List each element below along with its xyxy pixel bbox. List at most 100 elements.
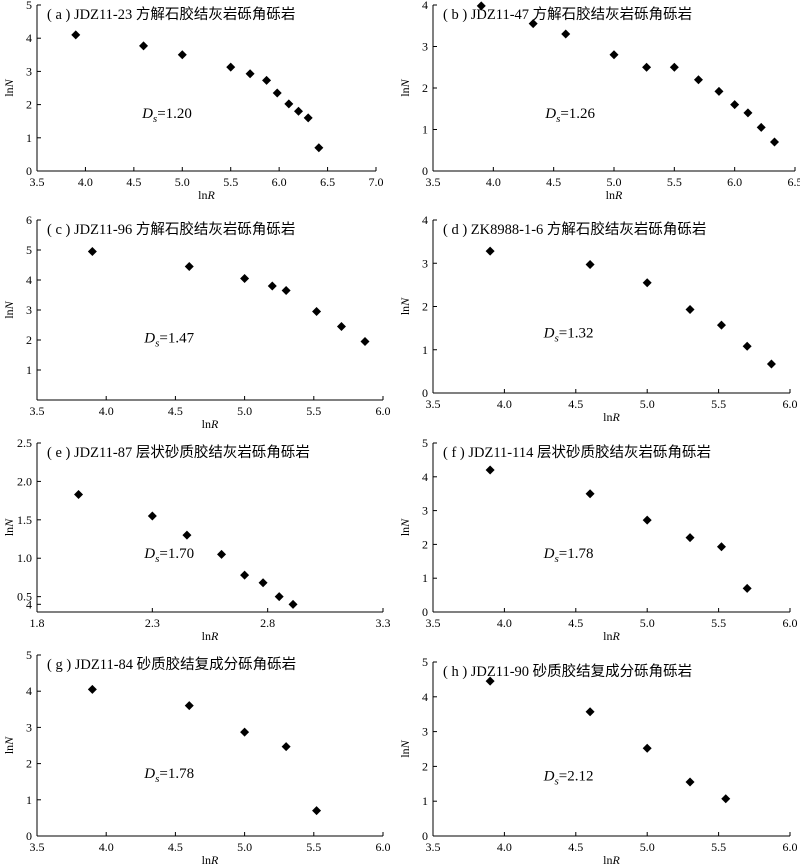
- x-tick-label: 4.0: [497, 840, 512, 854]
- y-tick-label: 4: [422, 470, 428, 484]
- ds-annotation: Ds=2.12: [543, 768, 594, 787]
- x-tick-label: 4.5: [126, 175, 141, 189]
- x-tick-label: 5.0: [640, 397, 655, 411]
- y-axis-title: lnN: [398, 739, 412, 757]
- y-tick-label: 0: [422, 386, 428, 400]
- data-point: [766, 359, 776, 369]
- x-axis-title: lnR: [603, 410, 620, 424]
- y-tick-label: 6: [26, 213, 32, 227]
- ds-annotation: Ds=1.78: [143, 766, 194, 785]
- x-tick-label: 4.0: [486, 175, 501, 189]
- data-point: [240, 570, 250, 580]
- data-point: [476, 1, 486, 11]
- data-point: [585, 260, 595, 270]
- panel-a: 3.5 4.0 4.5 5.0 5.5 6.0 6.5 7.0 0 1 2 3 4 5 lnR lnN ( a …: [2, 0, 384, 202]
- y-tick-label: 2: [422, 759, 428, 773]
- data-point: [139, 41, 149, 51]
- y-tick-label: 1: [422, 123, 428, 137]
- x-tick-label: 3.5: [30, 840, 45, 854]
- y-tick-label: 5: [26, 0, 32, 12]
- data-point: [184, 701, 194, 711]
- y-tick-label: 1: [26, 363, 32, 377]
- x-tick-label: 4.0: [497, 397, 512, 411]
- data-point: [281, 742, 291, 752]
- ds-annotation: Ds=1.70: [143, 546, 194, 565]
- x-tick-label: 5.0: [640, 616, 655, 630]
- data-point: [262, 75, 272, 85]
- data-point: [312, 806, 322, 816]
- y-tick-label: 2: [26, 757, 32, 771]
- data-point: [217, 549, 227, 559]
- data-point: [685, 533, 695, 543]
- x-tick-label: 2.3: [145, 616, 160, 630]
- y-tick-label: 3: [26, 303, 32, 317]
- panel-title: ( a ) JDZ11-23 方解石胶结灰岩砾角砾岩: [47, 6, 295, 23]
- data-point: [642, 515, 652, 525]
- data-point: [87, 684, 97, 694]
- x-tick-label: 6.5: [788, 175, 800, 189]
- panel-c: 3.5 4.0 4.5 5.0 5.5 6.0 1 2 3 4 5 6 lnR lnN ( c ) JDZ1…: [2, 213, 391, 431]
- y-tick-label: 2: [26, 333, 32, 347]
- data-point: [561, 29, 571, 39]
- data-point: [258, 578, 268, 588]
- y-tick-label: 2.0: [17, 474, 32, 488]
- x-axis-title: lnR: [198, 188, 215, 202]
- y-tick-label: 3: [26, 64, 32, 78]
- x-tick-label: 7.0: [369, 175, 384, 189]
- data-point: [294, 106, 304, 116]
- x-tick-label: 6.0: [272, 175, 287, 189]
- data-point: [642, 62, 652, 72]
- data-point: [642, 278, 652, 288]
- data-point: [314, 143, 324, 153]
- y-tick-label: 0: [26, 829, 32, 843]
- x-tick-label: 5.0: [175, 175, 190, 189]
- x-axis-title: lnR: [202, 629, 219, 643]
- y-tick-label: 0: [422, 829, 428, 843]
- x-tick-label: 3.3: [376, 616, 391, 630]
- x-tick-label: 6.0: [783, 397, 798, 411]
- data-point: [585, 489, 595, 499]
- y-tick-label: 1: [26, 793, 32, 807]
- x-tick-label: 5.5: [223, 175, 238, 189]
- ds-annotation: Ds=1.26: [544, 106, 595, 125]
- data-point: [609, 50, 619, 60]
- x-tick-label: 4.5: [568, 840, 583, 854]
- panel-title: ( d ) ZK8988-1-6 方解石胶结灰岩砾角砾岩: [443, 221, 706, 238]
- data-point: [485, 246, 495, 256]
- x-tick-label: 5.5: [711, 397, 726, 411]
- panel-title: ( e ) JDZ11-87 层状砂质胶结灰岩砾角砾岩: [47, 444, 310, 461]
- data-point: [71, 30, 81, 40]
- y-tick-label: 4: [26, 31, 32, 45]
- x-tick-label: 4.5: [168, 404, 183, 418]
- data-point: [312, 307, 322, 316]
- data-point: [303, 113, 313, 123]
- data-point: [284, 99, 294, 109]
- x-axis-title: lnR: [606, 188, 623, 202]
- x-tick-label: 5.0: [237, 840, 252, 854]
- data-point: [714, 86, 724, 96]
- x-tick-label: 6.0: [376, 404, 391, 418]
- y-tick-label: 5: [422, 436, 428, 450]
- x-tick-label: 4.0: [99, 404, 114, 418]
- data-point: [769, 137, 779, 147]
- y-axis-title: lnN: [398, 518, 412, 536]
- x-axis-title: lnR: [202, 853, 219, 867]
- x-tick-label: 6.0: [727, 175, 742, 189]
- y-tick-label: 1: [422, 343, 428, 357]
- y-tick-label: 4: [26, 273, 32, 287]
- y-tick-label: 4: [422, 690, 428, 704]
- data-point: [74, 489, 84, 499]
- y-tick-label: 4: [26, 597, 32, 611]
- y-tick-label: 1: [422, 794, 428, 808]
- y-tick-label: 5: [422, 655, 428, 669]
- x-tick-label: 5.0: [640, 840, 655, 854]
- data-point: [240, 274, 250, 283]
- y-tick-label: 2: [26, 98, 32, 112]
- y-tick-label: 4: [422, 0, 428, 12]
- y-tick-label: 2.5: [17, 436, 32, 450]
- x-tick-label: 5.0: [607, 175, 622, 189]
- data-point: [721, 794, 731, 804]
- y-tick-label: 0: [26, 164, 32, 178]
- data-point: [716, 320, 726, 330]
- x-tick-label: 4.0: [99, 840, 114, 854]
